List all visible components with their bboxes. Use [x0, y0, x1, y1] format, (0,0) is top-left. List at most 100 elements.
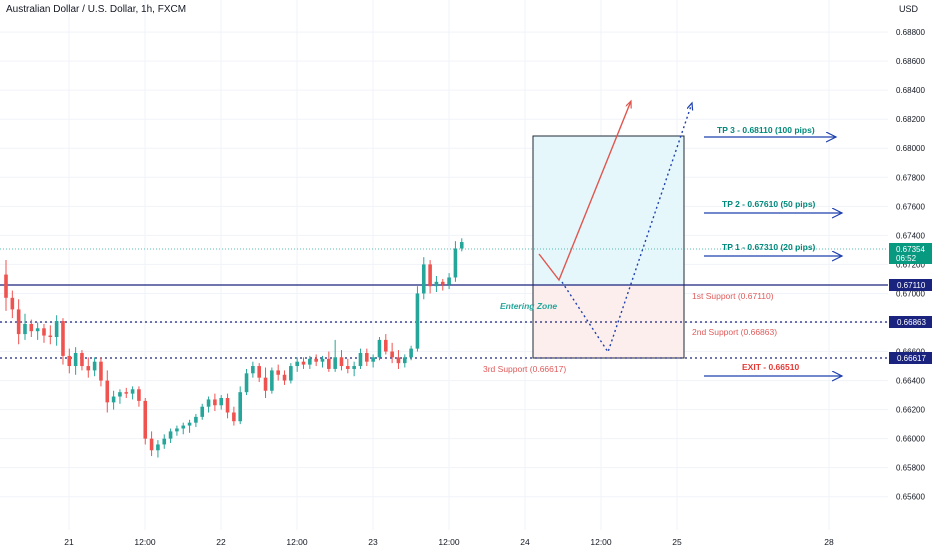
candle-body	[99, 361, 103, 381]
candle-body	[390, 351, 394, 358]
countdown-value: 06:52	[896, 254, 917, 263]
x-tick-label: 12:00	[286, 537, 308, 547]
candle-body	[453, 248, 458, 278]
candle-body	[168, 431, 173, 439]
candle-body	[149, 438, 154, 451]
candlestick-series	[4, 238, 464, 458]
y-tick-label: 0.68200	[896, 115, 925, 124]
candle-body	[415, 293, 420, 349]
x-tick-label: 24	[520, 537, 530, 547]
candle	[118, 389, 122, 404]
candle	[402, 354, 407, 368]
candle-body	[295, 361, 299, 367]
x-tick-label: 12:00	[590, 537, 612, 547]
candle-body	[308, 358, 312, 365]
candle	[124, 387, 129, 398]
candle-body	[447, 277, 451, 285]
exit-label: EXIT - 0.66510	[742, 362, 799, 372]
candle	[333, 339, 337, 372]
support2-label: 2nd Support (0.66863)	[692, 327, 777, 337]
candle-body	[162, 438, 167, 445]
candle	[251, 361, 255, 378]
candle	[168, 428, 173, 443]
candle	[206, 396, 211, 413]
level-badge-3	[889, 352, 932, 364]
candle-body	[54, 321, 59, 338]
candle-body	[434, 281, 439, 287]
candle-body	[314, 358, 318, 362]
candle-body	[459, 242, 464, 249]
candle-body	[225, 397, 230, 413]
candle-body	[42, 328, 46, 336]
candle	[352, 361, 356, 377]
candle-body	[48, 335, 53, 338]
candle-body	[402, 357, 407, 364]
candle	[263, 367, 268, 398]
candle	[92, 357, 97, 377]
candle-body	[92, 361, 97, 371]
candle	[194, 413, 198, 428]
candle-body	[301, 361, 306, 365]
candle	[295, 357, 299, 372]
level-badge-2	[889, 316, 932, 328]
candle-body	[396, 357, 401, 364]
candle	[390, 342, 394, 364]
candle	[61, 318, 65, 365]
y-tick-label: 0.65800	[896, 464, 925, 473]
candle	[48, 325, 53, 345]
y-tick-label: 0.68800	[896, 28, 925, 37]
candle-body	[352, 366, 356, 369]
candle-body	[339, 357, 344, 367]
candle	[213, 393, 217, 412]
y-tick-label: 0.67600	[896, 202, 925, 211]
tp3-label: TP 3 - 0.68110 (100 pips)	[717, 125, 815, 135]
candle	[428, 260, 432, 294]
candle	[440, 278, 445, 291]
candle-body	[232, 412, 236, 422]
candle-body	[206, 399, 211, 407]
candle-body	[282, 374, 287, 381]
candle	[270, 367, 274, 394]
candle-body	[187, 422, 192, 426]
candle	[105, 370, 110, 413]
tp2-label: TP 2 - 0.67610 (50 pips)	[722, 199, 816, 209]
bullish-path-arrow	[538, 101, 631, 282]
candle-body	[16, 309, 21, 335]
candle-body	[194, 416, 198, 423]
level-badge-3-text: 0.66617	[897, 354, 926, 363]
candle	[346, 358, 350, 374]
candle-body	[320, 358, 325, 362]
candle	[434, 276, 439, 292]
y-tick-label: 0.66400	[896, 377, 925, 386]
candle-body	[219, 397, 224, 406]
candle-body	[327, 358, 331, 369]
candle	[86, 357, 91, 378]
candle-body	[276, 370, 280, 375]
candle	[80, 350, 84, 371]
candle	[358, 348, 363, 369]
candle-body	[111, 396, 116, 403]
candle	[371, 354, 375, 368]
candle	[219, 395, 224, 410]
candle	[314, 354, 318, 367]
candle	[396, 350, 401, 369]
y-tick-label: 0.68000	[896, 144, 925, 153]
current-price-badge	[889, 243, 932, 264]
candle-body	[181, 425, 186, 429]
y-tick-label: 0.65600	[896, 493, 925, 502]
y-tick-label: 0.67000	[896, 289, 925, 298]
candle	[10, 290, 15, 319]
profit-zone	[532, 135, 685, 286]
candle	[421, 257, 426, 300]
level-badge-1	[889, 279, 932, 291]
candle-body	[67, 355, 72, 367]
candle-body	[4, 274, 8, 298]
candle-body	[289, 366, 293, 381]
candle	[73, 347, 78, 375]
candle-body	[428, 264, 432, 287]
y-tick-label: 0.68600	[896, 57, 925, 66]
candle-body	[80, 352, 84, 367]
candle-body	[257, 366, 261, 378]
candle	[175, 425, 179, 436]
